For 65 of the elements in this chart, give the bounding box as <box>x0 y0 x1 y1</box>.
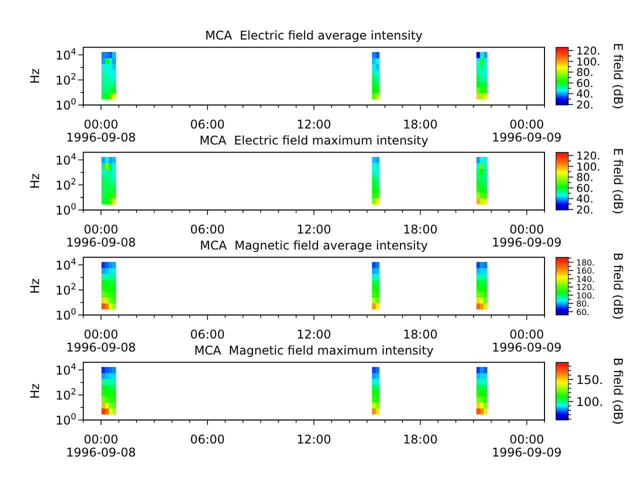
color-bar-label: 60. <box>576 306 590 317</box>
color-bar-title: E field (dB) <box>611 42 625 110</box>
x-tick-label: 06:00 <box>190 118 225 132</box>
y-tick-label: 10$^{4}$ <box>56 47 76 62</box>
color-bar-label: 20. <box>576 203 594 216</box>
chart-title: MCA Magnetic field maximum intensity <box>194 343 434 358</box>
color-bar-label: 40. <box>576 88 594 101</box>
chart-title: MCA Magnetic field average intensity <box>200 238 428 252</box>
x-tick-label: 18:00 <box>403 432 438 446</box>
x-tick-label: 12:00 <box>296 222 332 236</box>
y-tick-label: 10$^{0}$ <box>56 98 76 112</box>
color-bar-label: 40. <box>576 192 594 206</box>
x-tick-label: 06:00 <box>190 328 225 342</box>
y-axis-title: Hz <box>28 383 42 399</box>
y-tick-label: 10$^{0}$ <box>56 202 76 218</box>
x-tick-label: 06:00 <box>190 222 225 236</box>
x-tick-label: 12:00 <box>296 432 332 446</box>
y-tick-label: 10$^{2}$ <box>56 177 76 192</box>
chart-title: MCA Electric field maximum intensity <box>199 133 428 148</box>
y-tick-label: 10$^{0}$ <box>56 308 76 322</box>
x-tick-label: 00:00 1996-09-09 <box>492 222 562 250</box>
color-bar-label: 160. <box>576 266 595 276</box>
color-bar-label: 60. <box>576 76 594 90</box>
color-bar-label: 120. <box>576 282 595 292</box>
x-tick-label: 06:00 <box>190 432 225 446</box>
color-bar-label: 80. <box>576 66 594 80</box>
x-tick-label: 00:00 1996-09-09 <box>492 328 562 355</box>
y-tick-label: 10$^{2}$ <box>56 387 76 402</box>
color-bar-label: 20. <box>576 98 594 112</box>
y-tick-label: 10$^{2}$ <box>56 72 76 88</box>
y-tick-label: 10$^{4}$ <box>56 257 76 272</box>
color-bar-title: B field (dB) <box>611 252 625 320</box>
x-tick-label: 00:00 1996-09-08 <box>66 222 136 250</box>
x-tick-label: 12:00 <box>296 328 332 342</box>
x-tick-label: 00:00 1996-09-09 <box>492 432 562 460</box>
color-bar-title: B field (dB) <box>611 358 625 425</box>
color-bar-label: 80. <box>576 298 590 309</box>
color-bar-label: 100. <box>576 160 600 174</box>
x-tick-label: 12:00 <box>296 118 332 132</box>
x-tick-label: 00:00 1996-09-09 <box>492 118 562 145</box>
color-bar-label: 140. <box>576 274 595 284</box>
color-bar-label: 150. <box>576 372 604 387</box>
y-tick-label: 10$^{4}$ <box>56 152 76 168</box>
y-axis-title: Hz <box>28 278 42 294</box>
chart-title: MCA Electric field average intensity <box>205 28 423 42</box>
y-tick-label: 10$^{0}$ <box>56 412 76 428</box>
color-bar-label: 120. <box>576 44 600 58</box>
x-tick-label: 00:00 1996-09-08 <box>66 432 136 460</box>
x-tick-label: 00:00 1996-09-08 <box>66 328 136 355</box>
color-bar-label: 100. <box>576 55 600 68</box>
y-tick-label: 10$^{2}$ <box>56 282 76 298</box>
color-bar-label: 180. <box>576 257 595 268</box>
color-bar-title: E field (dB) <box>611 148 625 214</box>
x-tick-label: 18:00 <box>403 222 438 236</box>
x-tick-label: 18:00 <box>403 328 438 342</box>
y-axis-title: Hz <box>28 173 42 189</box>
y-axis-title: Hz <box>28 68 42 84</box>
color-bar-label: 60. <box>576 182 594 195</box>
color-bar-label: 120. <box>576 150 600 163</box>
color-bar-label: 80. <box>576 171 594 184</box>
color-bar-label: 100. <box>576 394 604 409</box>
x-tick-label: 18:00 <box>403 118 438 132</box>
color-bar-label: 100. <box>576 290 595 300</box>
y-tick-label: 10$^{4}$ <box>56 362 76 378</box>
x-tick-label: 00:00 1996-09-08 <box>66 118 136 145</box>
